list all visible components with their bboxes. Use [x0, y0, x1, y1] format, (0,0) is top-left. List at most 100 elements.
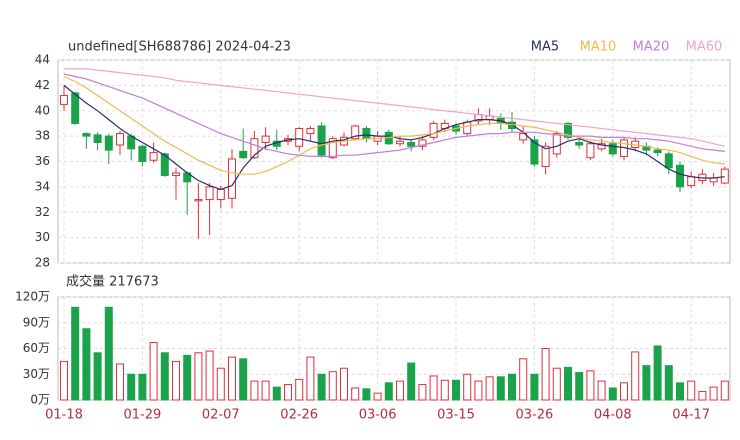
- volume-bar: [552, 367, 561, 401]
- candle-body: [564, 122, 572, 138]
- candle-body: [362, 128, 371, 140]
- candle-body: [687, 176, 696, 187]
- candle-body: [71, 92, 80, 124]
- y-tick-label: 44: [35, 53, 50, 67]
- volume-bar: [620, 382, 628, 401]
- ma-line: [63, 73, 725, 157]
- volume-bar: [340, 367, 348, 401]
- candle-body: [351, 125, 360, 140]
- y-tick-label: 40: [35, 103, 50, 117]
- volume-bar: [698, 390, 707, 401]
- x-tick-label: 02-26: [280, 408, 318, 423]
- y-tick-label: 42: [35, 78, 50, 92]
- volume-bar: [653, 345, 662, 401]
- volume-bar: [205, 350, 214, 401]
- volume-bar: [362, 388, 371, 401]
- volume-bar: [608, 387, 617, 401]
- candle-body: [149, 152, 158, 161]
- volume-bar: [631, 351, 640, 401]
- volume-bar: [272, 386, 281, 401]
- candle-body: [519, 133, 528, 141]
- candle-body: [530, 139, 539, 165]
- candle-body: [295, 128, 304, 147]
- volume-bar: [676, 382, 684, 401]
- candle-body: [586, 143, 595, 159]
- x-tick-label: 01-18: [45, 408, 83, 423]
- volume-bar: [709, 386, 718, 401]
- candle-body: [396, 140, 404, 145]
- volume-bar: [261, 380, 270, 401]
- volume-bar: [116, 363, 124, 401]
- candle-body: [664, 153, 673, 169]
- candle-body: [552, 133, 561, 155]
- volume-tick-label: 30万: [23, 367, 50, 381]
- volume-bar: [664, 365, 673, 401]
- y-tick-label: 32: [35, 205, 50, 219]
- volume-bar: [597, 380, 606, 401]
- volume-bar: [720, 380, 729, 401]
- volume-bar: [194, 352, 203, 401]
- candle-body: [317, 125, 326, 156]
- candle-body: [93, 134, 102, 143]
- candle-body: [429, 122, 438, 138]
- volume-bar: [138, 373, 147, 401]
- volume-bar: [440, 379, 449, 401]
- volume-bar: [160, 352, 169, 401]
- candle-body: [328, 138, 337, 159]
- candle-body: [653, 149, 662, 154]
- volume-bar: [172, 360, 180, 401]
- y-tick-label: 34: [35, 179, 50, 193]
- legend-entry: MA60: [686, 40, 723, 55]
- candle-body: [608, 143, 617, 155]
- volume-bar: [519, 358, 528, 401]
- volume-bar: [60, 360, 68, 401]
- legend-entry: MA10: [580, 40, 617, 55]
- volume-bar: [306, 356, 315, 401]
- candle-body: [676, 164, 684, 188]
- x-tick-label: 03-26: [516, 408, 554, 423]
- volume-bar: [250, 380, 259, 401]
- volume-bar: [463, 373, 472, 401]
- volume-bar: [295, 378, 304, 401]
- volume-bar: [396, 380, 404, 401]
- candle-body: [463, 121, 472, 135]
- volume-bar: [474, 380, 483, 401]
- volume-label: 成交量 217673: [66, 274, 159, 290]
- candle-body: [720, 168, 729, 184]
- volume-bar: [575, 372, 584, 401]
- volume-bar: [373, 392, 382, 401]
- volume-bar: [508, 373, 516, 401]
- volume-bar: [541, 348, 550, 401]
- ma-line: [64, 68, 725, 147]
- volume-bar: [429, 375, 438, 401]
- volume-bar: [687, 380, 696, 401]
- candle-body: [541, 145, 550, 168]
- volume-bar: [530, 373, 539, 401]
- x-tick-label: 04-08: [594, 408, 632, 423]
- candle-body: [250, 138, 259, 159]
- x-tick-label: 02-07: [202, 408, 240, 423]
- candle-body: [597, 143, 606, 150]
- volume-bar: [452, 379, 460, 401]
- candle-body: [60, 95, 68, 105]
- candle-body: [261, 135, 270, 143]
- volume-bar: [228, 356, 236, 401]
- candle-body: [104, 135, 113, 151]
- volume-bar: [586, 370, 595, 401]
- volume-bar: [496, 376, 505, 401]
- candle-body: [575, 141, 584, 146]
- chart-title: undefined[SH688786] 2024-04-23: [68, 40, 291, 55]
- y-tick-label: 30: [35, 230, 50, 244]
- candle-body: [116, 133, 124, 146]
- candle-body: [239, 150, 248, 159]
- volume-bar: [183, 354, 192, 401]
- candle-body: [82, 133, 91, 137]
- x-tick-label: 04-17: [672, 408, 710, 423]
- volume-bar: [284, 384, 292, 401]
- volume-bar: [407, 362, 416, 401]
- volume-bar: [104, 306, 113, 401]
- volume-tick-label: 0万: [30, 393, 50, 407]
- candle-body: [138, 145, 147, 162]
- legend-entry: MA20: [633, 40, 670, 55]
